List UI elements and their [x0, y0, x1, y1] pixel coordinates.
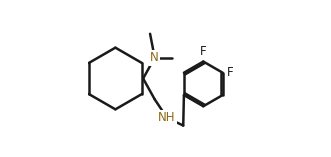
Text: N: N	[150, 51, 159, 64]
Text: F: F	[200, 45, 207, 58]
Text: F: F	[226, 66, 233, 79]
Text: NH: NH	[158, 111, 176, 124]
